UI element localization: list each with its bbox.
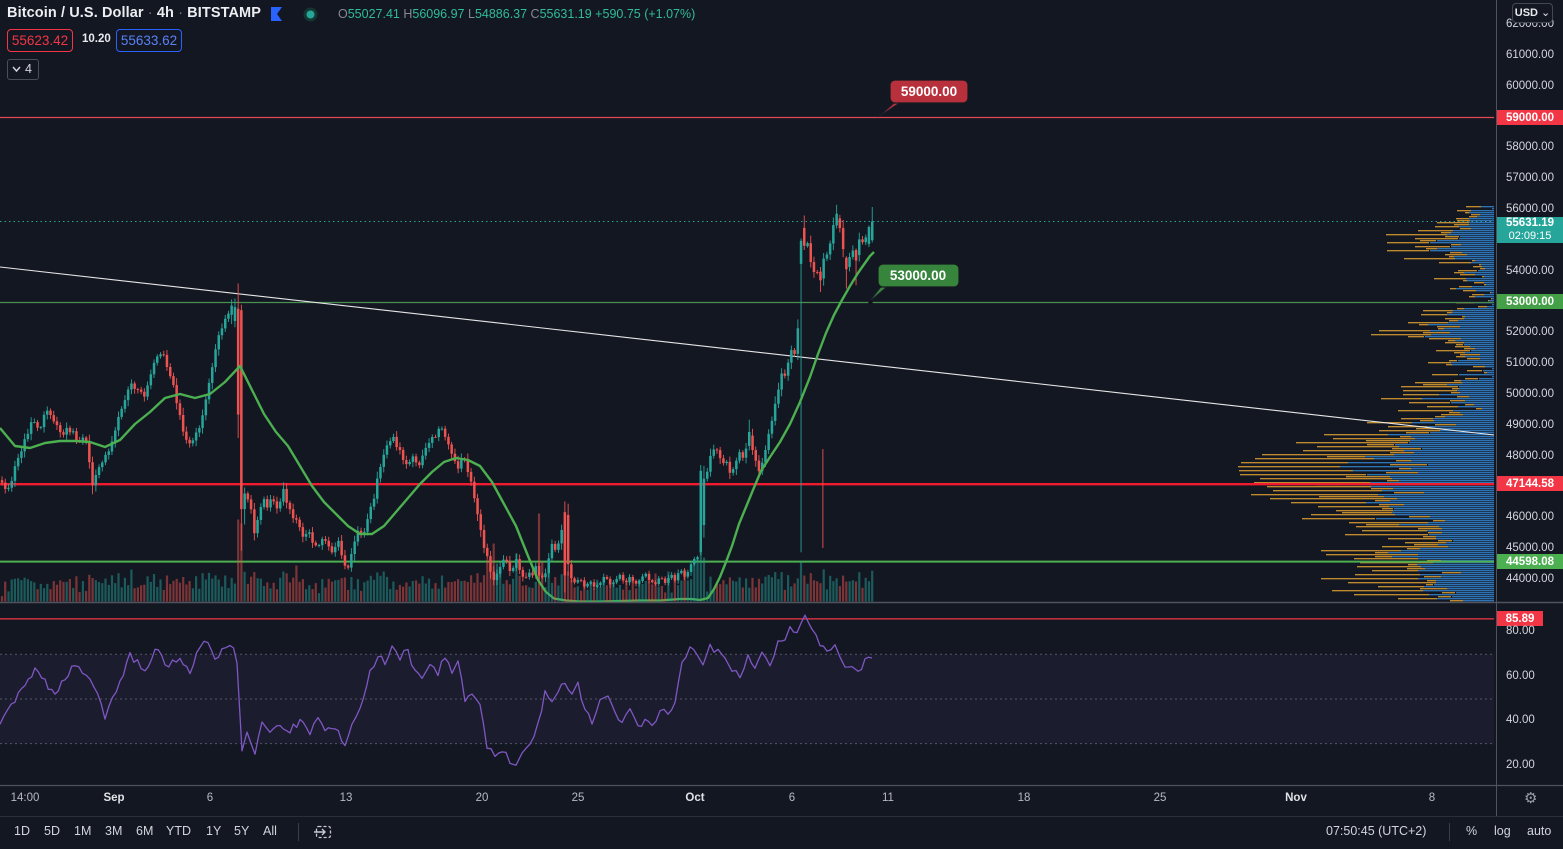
svg-text:59000.00: 59000.00 — [901, 84, 957, 99]
svg-text:53000.00: 53000.00 — [890, 268, 946, 283]
